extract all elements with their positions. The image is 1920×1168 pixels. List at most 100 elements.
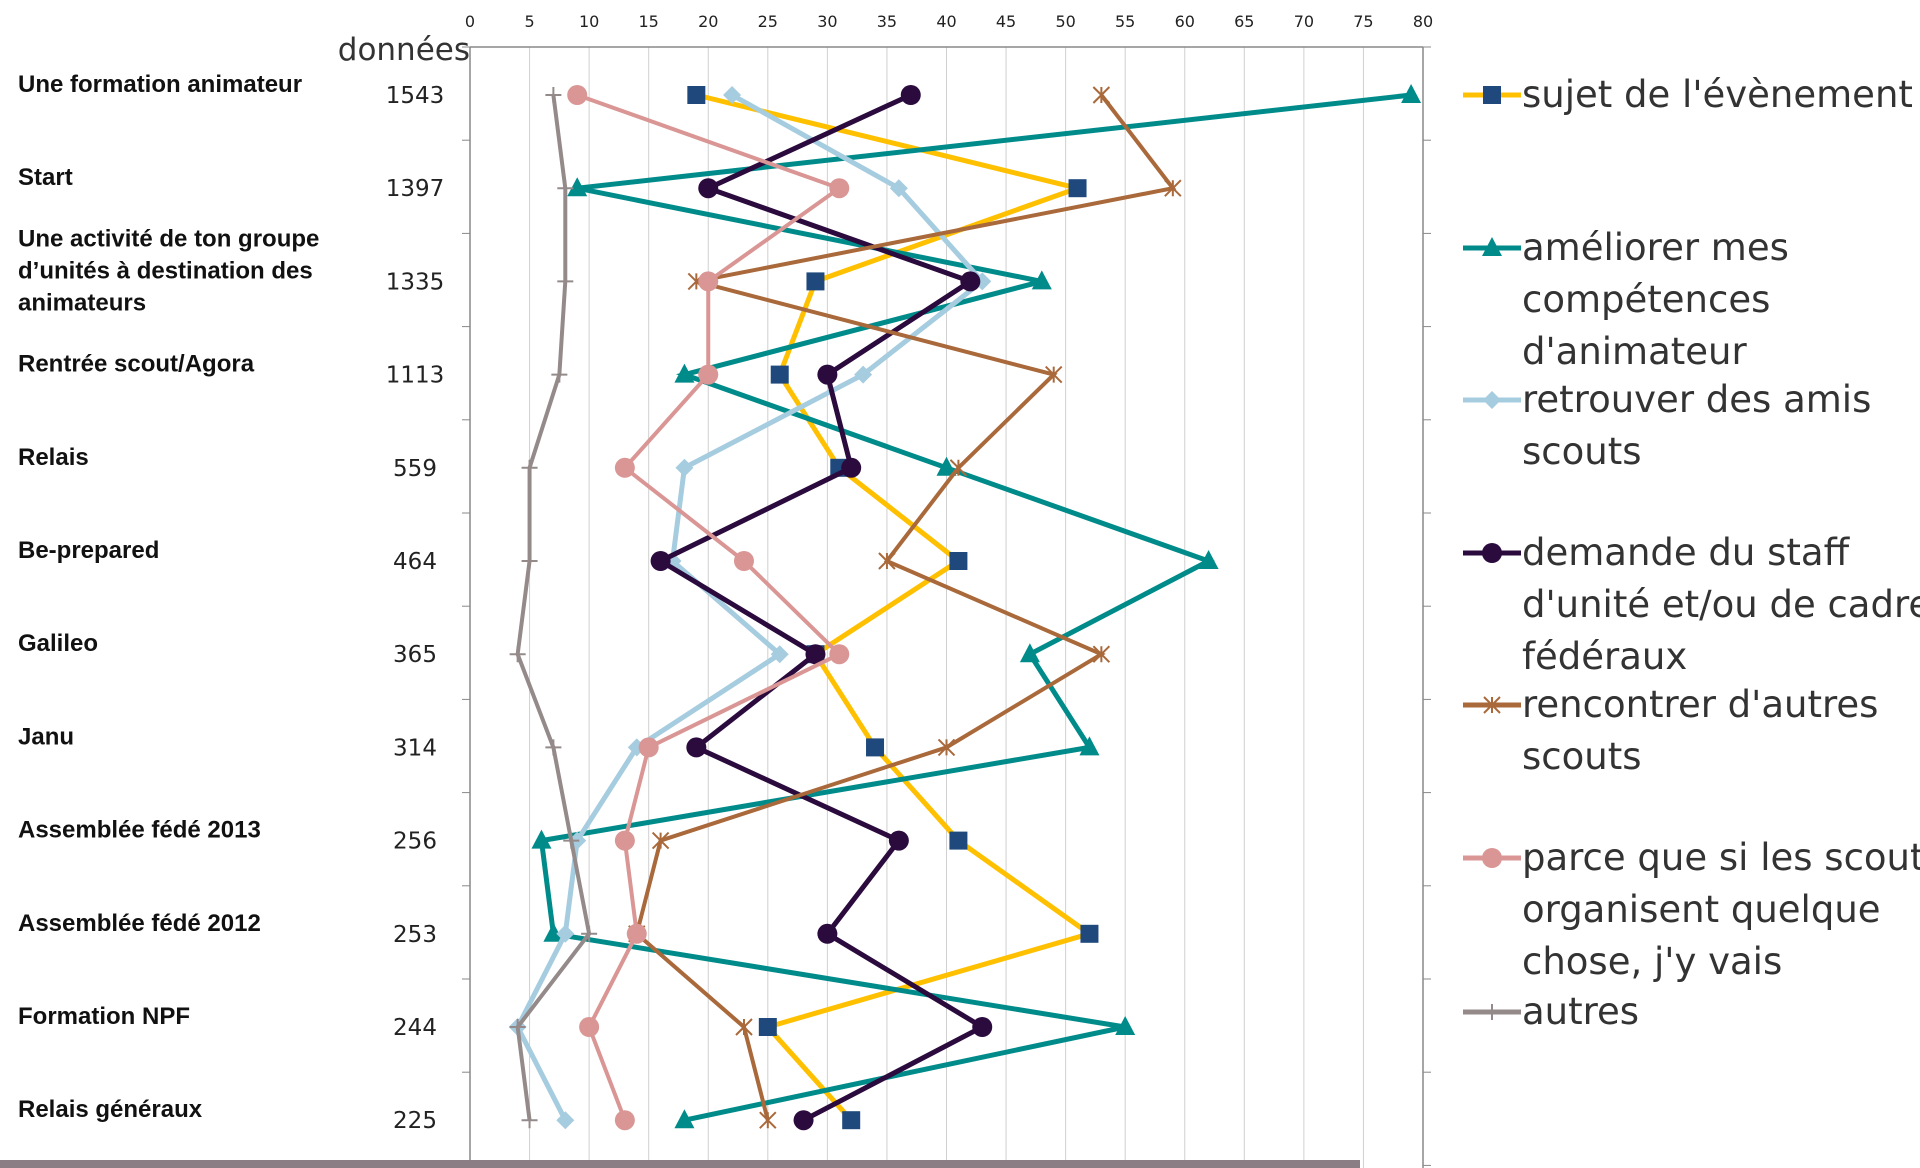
series-group [567, 85, 850, 1131]
count-label: 365 [393, 642, 437, 668]
data-point [806, 272, 825, 291]
data-point [686, 737, 707, 758]
category-label: Relais [18, 444, 89, 471]
data-point [1115, 1016, 1136, 1035]
data-point [759, 1111, 777, 1129]
x-tick-label: 15 [639, 12, 659, 31]
legend-label: rencontrer d'autres scouts [1522, 683, 1878, 778]
data-point [841, 457, 862, 478]
data-point [1045, 365, 1063, 384]
x-tick-label: 10 [579, 12, 599, 31]
data-point [557, 273, 574, 290]
series-line [634, 93, 1177, 1121]
category-label: Galileo [18, 630, 98, 657]
count-label: 256 [393, 829, 437, 855]
legend-swatch-marker [1483, 391, 1501, 409]
data-point [1164, 179, 1182, 197]
data-point [949, 831, 968, 850]
x-tick-label: 25 [758, 12, 778, 31]
category-label: Be-prepared [18, 537, 159, 564]
count-label: 314 [393, 735, 437, 761]
data-point [1080, 924, 1099, 943]
x-tick-label: 65 [1234, 12, 1254, 31]
legend-label: améliorer mes compétences d'animateur [1522, 226, 1789, 373]
x-tick-label: 0 [465, 12, 475, 31]
data-point [793, 1110, 814, 1131]
count-label: 1397 [386, 176, 445, 202]
category-label: Relais généraux [18, 1096, 203, 1123]
legend-label: parce que si les scouts organisent quelqu… [1522, 836, 1920, 983]
legend-label: demande du staff d'unité et/ou de cadres f… [1522, 531, 1920, 678]
data-point [614, 830, 635, 851]
data-point [579, 1017, 600, 1037]
data-point [651, 831, 670, 850]
x-tick-label: 75 [1353, 12, 1373, 31]
count-label: 559 [393, 456, 437, 482]
data-point [735, 1018, 753, 1036]
data-point [545, 739, 562, 756]
count-label: 1113 [386, 363, 445, 389]
data-point [563, 832, 580, 849]
data-point [556, 924, 575, 943]
count-labels: 1543 1397 1335 1113 559 464 365 314 256 253 244 225 [386, 83, 445, 1134]
category-label: Janu [18, 723, 74, 750]
category-label: Start [18, 164, 73, 191]
data-point [650, 551, 671, 571]
count-label: 464 [393, 549, 437, 575]
data-point [531, 829, 552, 849]
x-tick-label: 50 [1055, 12, 1075, 31]
count-label: 1543 [386, 83, 445, 109]
x-tick-label: 55 [1115, 12, 1135, 31]
series [508, 84, 1422, 1131]
category-label: Formation NPF [18, 1003, 190, 1030]
data-point [1092, 86, 1111, 104]
series-group [650, 85, 993, 1131]
data-point [900, 85, 921, 105]
data-point [698, 271, 719, 292]
series-line [538, 92, 1412, 1123]
data-point [888, 830, 909, 851]
bottom-strip [0, 1160, 1360, 1168]
data-point [551, 366, 568, 383]
legend-item: sujet de l'évènement [1463, 73, 1913, 116]
legend-item: rencontrer d'autres scouts [1463, 683, 1878, 778]
series-group [531, 84, 1422, 1129]
data-point [567, 177, 588, 197]
data-point [674, 363, 695, 383]
x-tick-label: 45 [996, 12, 1016, 31]
data-point [949, 552, 968, 570]
data-point [842, 1111, 861, 1130]
data-point [556, 1111, 575, 1130]
data-point [1031, 270, 1052, 290]
series-line [514, 92, 986, 1122]
data-point [638, 737, 659, 758]
data-point [829, 178, 850, 199]
category-labels: Une formation animateur Start Une activité… [18, 71, 319, 1123]
data-point [817, 364, 838, 385]
series-group [508, 86, 992, 1130]
count-header: données [338, 32, 470, 68]
data-point [1079, 736, 1100, 756]
legend: sujet de l'évènement améliorer mes compéte… [1463, 73, 1920, 1033]
data-point [1068, 179, 1087, 198]
legend-item: parce que si les scouts organisent quelqu… [1463, 836, 1920, 983]
data-point [723, 86, 742, 104]
legend-swatch-marker [1483, 86, 1501, 104]
data-point [936, 456, 957, 476]
category-label: Une activité de ton groupe d’unités à des… [18, 225, 319, 316]
data-point [817, 923, 838, 944]
data-point [509, 1019, 526, 1035]
legend-swatch-marker [1483, 696, 1501, 714]
count-label: 253 [393, 922, 437, 948]
data-point [557, 180, 574, 197]
data-point [1019, 643, 1040, 663]
category-label: Une formation animateur [18, 71, 302, 98]
category-label: Assemblée fédé 2013 [18, 817, 261, 844]
series-line [655, 92, 988, 1123]
legend-swatch-marker [1482, 237, 1502, 256]
legend-item: autres [1463, 990, 1639, 1033]
data-point [687, 86, 706, 104]
legend-label: autres [1522, 990, 1639, 1033]
legend-swatch-marker [1484, 1004, 1500, 1020]
count-label: 1335 [386, 269, 445, 295]
